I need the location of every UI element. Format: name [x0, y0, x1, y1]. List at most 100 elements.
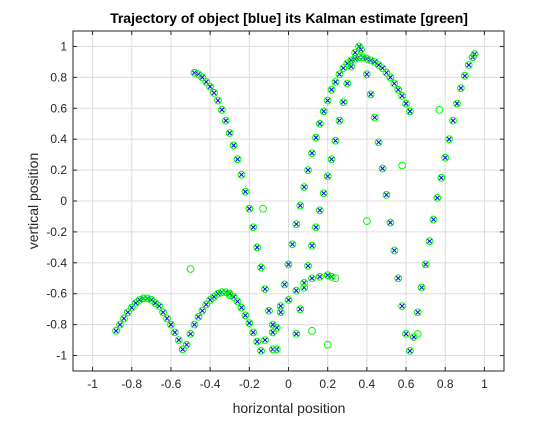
estimate-point [300, 283, 309, 292]
trajectory-point [191, 321, 198, 328]
estimate-point [374, 138, 383, 147]
estimate-point [249, 328, 258, 337]
trajectory-point [352, 55, 359, 62]
grid-lines [73, 31, 504, 371]
estimate-point [378, 164, 387, 173]
trajectory-point [371, 58, 378, 65]
estimate-point [308, 274, 316, 283]
estimate-point [186, 330, 195, 338]
trajectory-point [175, 337, 182, 344]
trajectory-point [222, 117, 229, 124]
trajectory-point [297, 306, 304, 313]
trajectory-point [148, 296, 155, 303]
trajectory-point [375, 62, 382, 68]
trajectory-point [418, 284, 425, 291]
estimate-point [460, 71, 469, 80]
estimate-point [202, 78, 211, 86]
trajectory-point [305, 167, 312, 174]
y-tick-label: -0.2 [46, 225, 67, 239]
estimate-point [327, 155, 336, 164]
trajectory-point [328, 273, 335, 280]
estimate-point [233, 297, 242, 306]
trajectory-point [316, 207, 323, 214]
trajectory-point [407, 347, 413, 354]
y-tick-label: -0.4 [46, 256, 67, 270]
estimate-point [453, 99, 461, 108]
trajectory-point [218, 106, 225, 113]
trajectory-point [375, 139, 382, 146]
estimate-point [370, 113, 379, 122]
trajectory-point [136, 296, 143, 303]
trajectory-point [258, 347, 265, 354]
estimate-point [233, 155, 242, 164]
trajectory-point [230, 142, 237, 149]
trajectory-point [187, 330, 194, 337]
estimate-point [159, 308, 168, 317]
estimate-point [315, 119, 324, 128]
estimate-point [241, 187, 250, 196]
estimate-point [323, 271, 332, 280]
trajectory-point [344, 80, 351, 87]
trajectory-point [395, 275, 402, 282]
trajectory-point [454, 100, 460, 107]
trajectory-point [363, 71, 370, 78]
estimate-point [229, 141, 238, 150]
estimate-point [319, 189, 328, 198]
x-tick-label: -0.6 [161, 377, 182, 391]
x-tick-label: 0.8 [437, 377, 454, 391]
x-axis-label: horizontal position [233, 400, 346, 416]
trajectory-point [113, 327, 120, 334]
trajectory-point [403, 330, 409, 337]
estimate-point [445, 135, 454, 144]
estimate-point [339, 64, 348, 72]
trajectory-point [395, 86, 402, 93]
estimate-point [198, 306, 207, 315]
estimate-point [237, 170, 246, 179]
trajectory-point [399, 303, 406, 310]
estimate-point [355, 53, 363, 62]
trajectory-point [422, 261, 429, 268]
estimate-point [335, 116, 344, 125]
estimate-point [143, 294, 152, 303]
estimate-point [186, 265, 195, 273]
estimate-point [402, 99, 410, 108]
trajectory-point [367, 57, 374, 64]
estimate-point [449, 116, 457, 125]
trajectory-point [430, 216, 437, 223]
estimate-point [470, 50, 479, 59]
trajectory-point [117, 321, 123, 328]
trajectory-point [324, 272, 331, 279]
trajectory-point [407, 108, 413, 115]
trajectory-point [164, 315, 170, 322]
estimate-point [394, 274, 403, 283]
trajectory-point [367, 91, 374, 98]
estimate-point [170, 328, 179, 337]
estimate-point [308, 149, 316, 157]
estimate-point [304, 262, 312, 270]
estimate-point [245, 204, 254, 213]
estimate-point [398, 161, 407, 170]
y-axis-label: vertical position [25, 153, 41, 250]
trajectory-point [324, 173, 331, 180]
estimate-point [347, 56, 356, 65]
trajectory-point [242, 312, 249, 319]
estimate-point [155, 302, 164, 310]
estimate-point [382, 190, 391, 199]
estimate-point [319, 107, 328, 116]
estimate-point [406, 107, 414, 116]
estimate-point [378, 64, 387, 72]
estimate-point [249, 223, 258, 232]
trajectory-point [265, 307, 272, 314]
trajectory-point [285, 296, 292, 303]
trajectory-point [328, 156, 335, 163]
estimate-point [308, 326, 316, 335]
axis-ticks: -1 -0.8 -0.6 -0.4 -0.2 0 0.2 0.4 0.6 0.8 1 -1 -0.8 -0… [46, 31, 504, 391]
x-tick-label: 1 [481, 377, 488, 391]
trajectory-point [457, 85, 464, 92]
estimate-point [284, 260, 293, 269]
estimate-point [398, 302, 407, 310]
trajectory-point [199, 307, 206, 314]
estimate-point [327, 85, 336, 94]
trajectory-point [246, 320, 253, 327]
